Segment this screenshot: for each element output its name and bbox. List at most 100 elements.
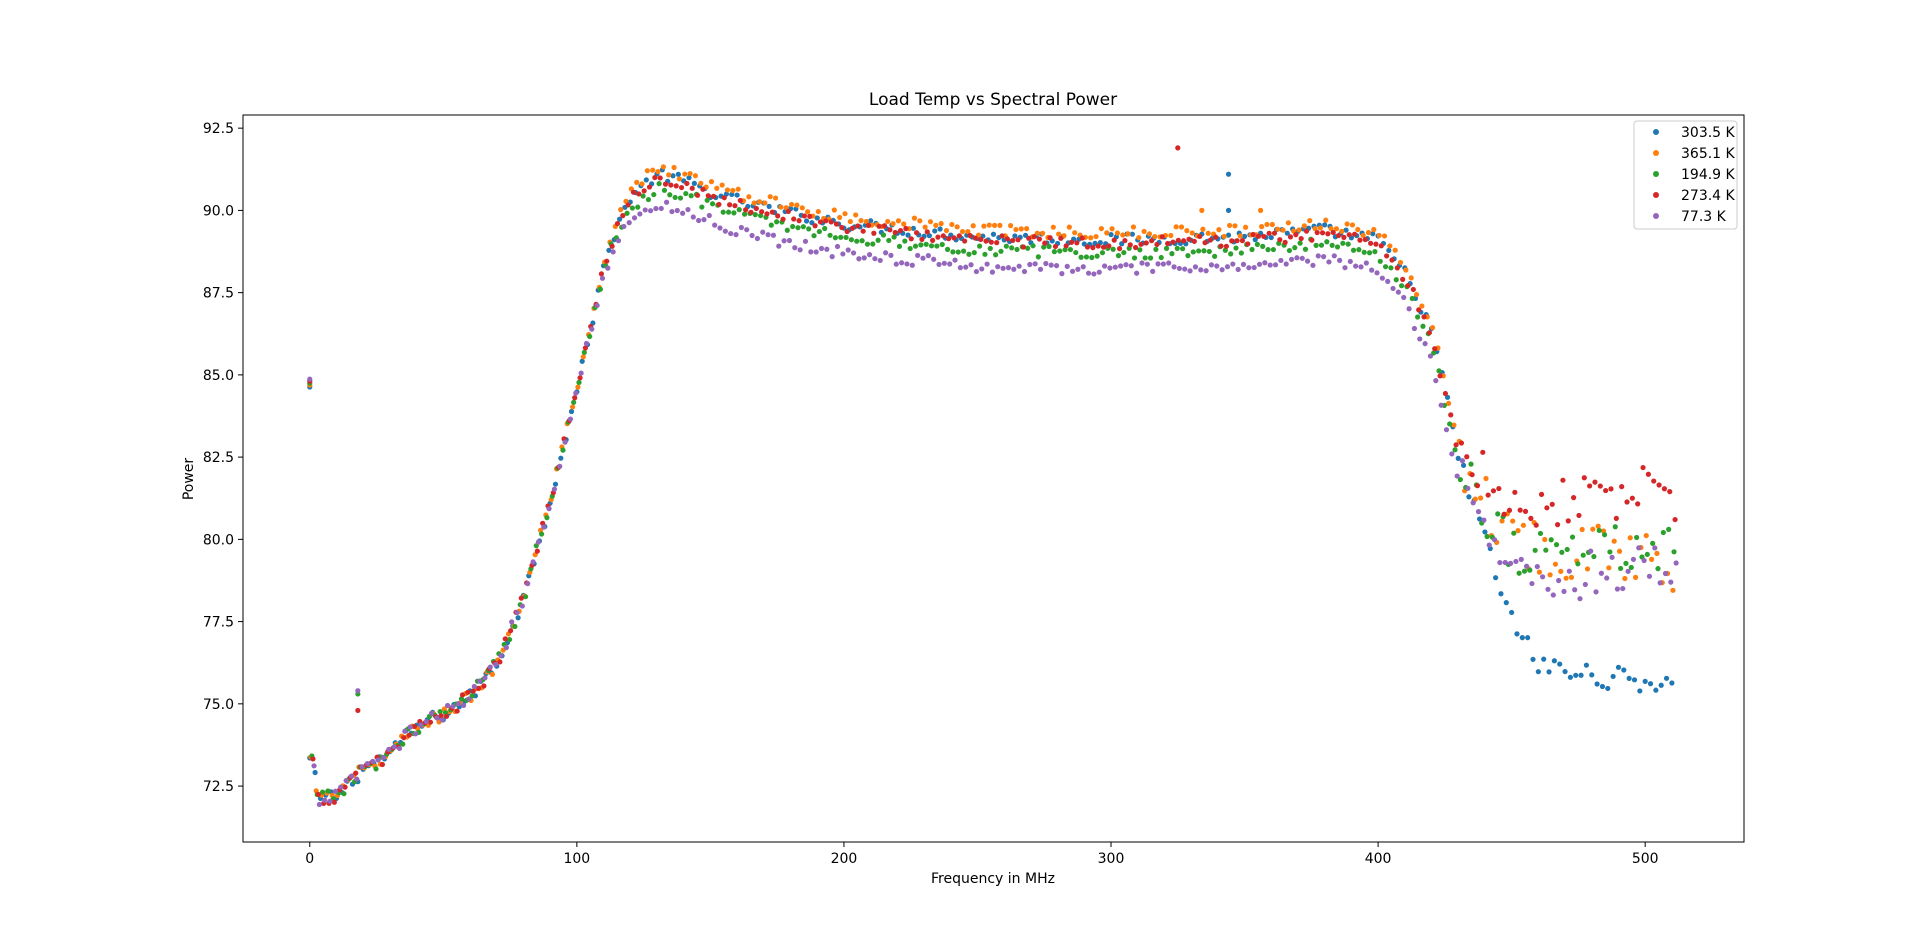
data-point [423,718,429,725]
data-point [1283,261,1289,267]
data-point [877,257,883,264]
data-point [1635,501,1641,507]
data-point [1629,495,1635,501]
data-point [1551,658,1557,664]
data-point [450,703,456,710]
data-point [1514,631,1520,637]
data-point [854,238,860,244]
data-point [1507,560,1514,566]
data-point [691,180,697,186]
data-point [1511,530,1517,536]
data-point [1469,472,1475,478]
data-point [901,221,907,227]
data-point [1372,249,1378,255]
data-point [1385,278,1391,284]
data-point [1627,535,1633,541]
data-point [506,636,513,643]
data-point [1636,545,1642,551]
data-point [960,248,967,254]
data-point [1219,267,1225,273]
data-point [928,243,935,249]
data-point [1314,229,1320,236]
data-point [1523,563,1530,569]
data-point [1540,574,1546,580]
data-point [880,232,887,238]
data-point [640,193,646,199]
data-point [359,764,365,770]
data-point [1296,227,1302,233]
data-point [868,218,874,224]
data-point [1102,263,1108,269]
data-point [1363,260,1369,266]
data-point [458,696,465,702]
y-tick-label: 72.5 [203,779,234,795]
x-tick-label: 500 [1632,851,1659,867]
data-point [1656,482,1662,488]
data-point [1549,501,1555,507]
data-point [1509,609,1515,616]
data-point [544,515,550,521]
data-point [986,222,992,228]
data-point [1288,256,1295,263]
data-point [551,486,558,492]
data-point [541,524,547,530]
data-point [850,250,857,256]
data-point [1184,228,1190,234]
data-point [400,741,406,747]
data-point [893,261,899,267]
data-point [931,256,937,262]
data-point [354,776,360,782]
data-point [1481,517,1487,523]
series-303-5-k [307,167,1675,801]
data-point [587,333,593,340]
data-point [1261,233,1267,240]
data-point [686,175,692,181]
data-point [753,205,759,212]
data-point [1356,247,1362,253]
data-point [720,209,726,215]
data-point [935,234,941,240]
data-point [1011,266,1017,272]
data-point [847,218,853,225]
data-point [315,791,321,797]
data-point [1565,518,1571,524]
data-point [1234,238,1240,244]
data-point [1431,350,1437,356]
data-point [1057,248,1063,254]
data-point [989,269,996,275]
data-point [1241,233,1248,239]
data-point [439,717,445,723]
data-point [1658,682,1664,688]
data-point [514,609,520,616]
data-point [1293,232,1299,238]
data-point [803,218,810,224]
data-point [1034,230,1040,236]
legend-label: 77.3 K [1681,209,1727,225]
data-point [1201,248,1207,254]
data-point [1443,427,1450,433]
data-point [1009,245,1015,251]
data-point [1066,224,1072,230]
data-point [915,252,921,259]
data-point [1413,291,1420,298]
data-point [1455,455,1461,461]
data-point [1224,264,1231,270]
data-point [1569,534,1576,540]
data-point [1522,508,1529,515]
data-point [732,203,738,209]
data-point [769,209,775,215]
data-point [785,208,791,214]
data-point [1084,244,1091,250]
data-point [552,481,559,487]
data-point [923,241,929,247]
data-point [1323,217,1329,223]
data-point [1340,240,1346,246]
data-point [459,692,466,698]
data-point [1299,255,1305,261]
data-point [1409,295,1415,302]
data-point [1090,245,1096,251]
data-point [861,255,867,261]
data-point [522,594,529,600]
data-point [934,243,940,249]
data-point [1200,226,1206,232]
